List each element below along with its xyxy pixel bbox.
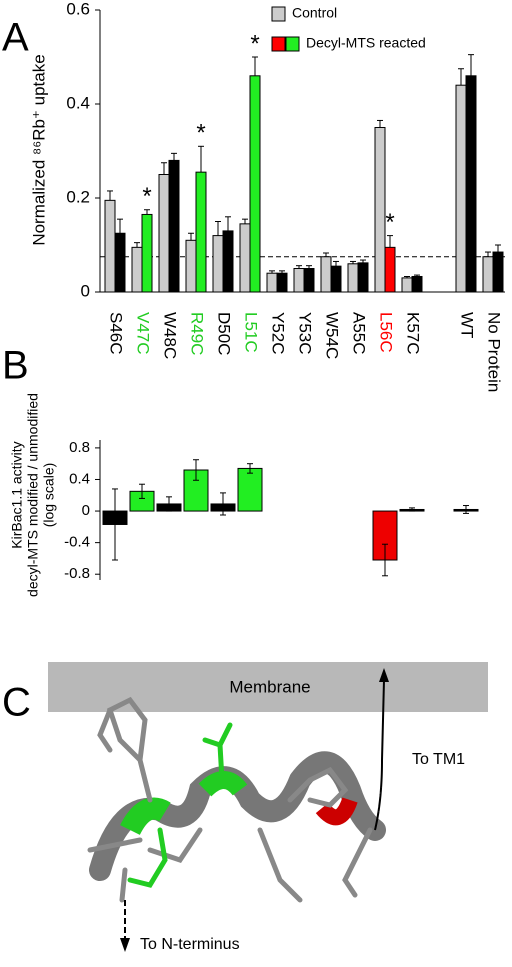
y-tick-label: 0.4 — [66, 93, 90, 112]
x-tick-label: K57C — [404, 312, 423, 355]
x-tick-label: W48C — [161, 312, 180, 359]
bar — [320, 256, 332, 293]
value-label: * — [250, 30, 259, 57]
bar — [158, 174, 170, 293]
bar — [249, 75, 261, 293]
panel-label: A — [2, 16, 29, 60]
x-tick-label: L56C — [377, 312, 396, 353]
arrow-head — [379, 668, 389, 682]
legend-label: Decyl-MTS reacted — [306, 35, 426, 51]
value-label: * — [142, 183, 151, 210]
annotation: To TM1 — [412, 751, 465, 768]
bar — [401, 277, 413, 293]
arrow — [374, 679, 385, 831]
x-tick-label: L51C — [242, 312, 261, 353]
y-tick-label: 0 — [82, 502, 90, 519]
y-axis-label: KirBac1.1 activity — [9, 441, 25, 548]
helix-green — [120, 797, 171, 836]
bar — [141, 213, 153, 293]
bar — [374, 127, 386, 293]
y-axis-label: Normalized ⁸⁶Rb⁺ uptake — [29, 54, 48, 245]
bar — [168, 159, 180, 293]
y-tick-label: 0 — [81, 281, 90, 300]
y-axis-label: (log scale) — [41, 463, 57, 528]
value-label: * — [385, 209, 394, 236]
annotation: To N-terminus — [140, 936, 240, 953]
x-tick-label: W54C — [323, 312, 342, 359]
legend-swatch — [285, 36, 300, 52]
x-tick-label: S46C — [107, 312, 126, 355]
bar — [384, 246, 396, 293]
bar — [222, 230, 234, 293]
legend-swatch — [271, 6, 286, 22]
bar — [212, 235, 224, 293]
structure: Membrane To TM1 To N-terminus — [48, 662, 488, 953]
x-tick-label: No Protein — [485, 312, 504, 392]
bar — [266, 272, 278, 293]
legend-swatch — [271, 36, 286, 52]
x-tick-label: WT — [458, 312, 477, 338]
y-tick-label: 0.2 — [66, 187, 90, 206]
y-tick-label: 0.8 — [69, 439, 90, 456]
x-tick-label: R49C — [188, 312, 207, 355]
bar — [411, 275, 423, 293]
y-tick-label: 0.4 — [69, 470, 90, 487]
x-tick-label: Y53C — [296, 312, 315, 355]
bar — [185, 239, 197, 293]
bar — [303, 268, 315, 293]
y-tick-label: 0.6 — [66, 0, 90, 18]
bar — [455, 84, 467, 293]
bar — [239, 223, 251, 293]
bar — [237, 467, 263, 512]
x-tick-label: D50C — [215, 312, 234, 355]
bar — [293, 268, 305, 293]
bar — [104, 199, 116, 293]
bar — [114, 232, 126, 293]
bar — [357, 262, 369, 293]
bar — [492, 251, 504, 293]
value-label: * — [196, 120, 205, 147]
bar — [465, 75, 477, 293]
side-chains — [87, 696, 373, 903]
x-tick-label: Y52C — [269, 312, 288, 355]
y-axis-label: decyl-MTS modified / unmodified — [25, 393, 41, 597]
helix-red — [315, 797, 358, 826]
arrow-head — [120, 938, 130, 952]
side-chains-green — [127, 722, 233, 888]
bar — [195, 171, 207, 293]
x-tick-label: A55C — [350, 312, 369, 355]
x-tick-label: V47C — [134, 312, 153, 355]
panel-label: B — [2, 344, 29, 388]
y-tick-label: -0.8 — [64, 565, 90, 582]
bar — [276, 272, 288, 293]
membrane-label: Membrane — [229, 677, 310, 696]
y-tick-label: -0.4 — [64, 534, 90, 551]
panel-label: C — [2, 681, 31, 725]
bar — [330, 265, 342, 293]
bar — [131, 246, 143, 293]
legend-label: Control — [292, 5, 337, 21]
bar — [482, 256, 494, 293]
bar — [347, 263, 359, 293]
